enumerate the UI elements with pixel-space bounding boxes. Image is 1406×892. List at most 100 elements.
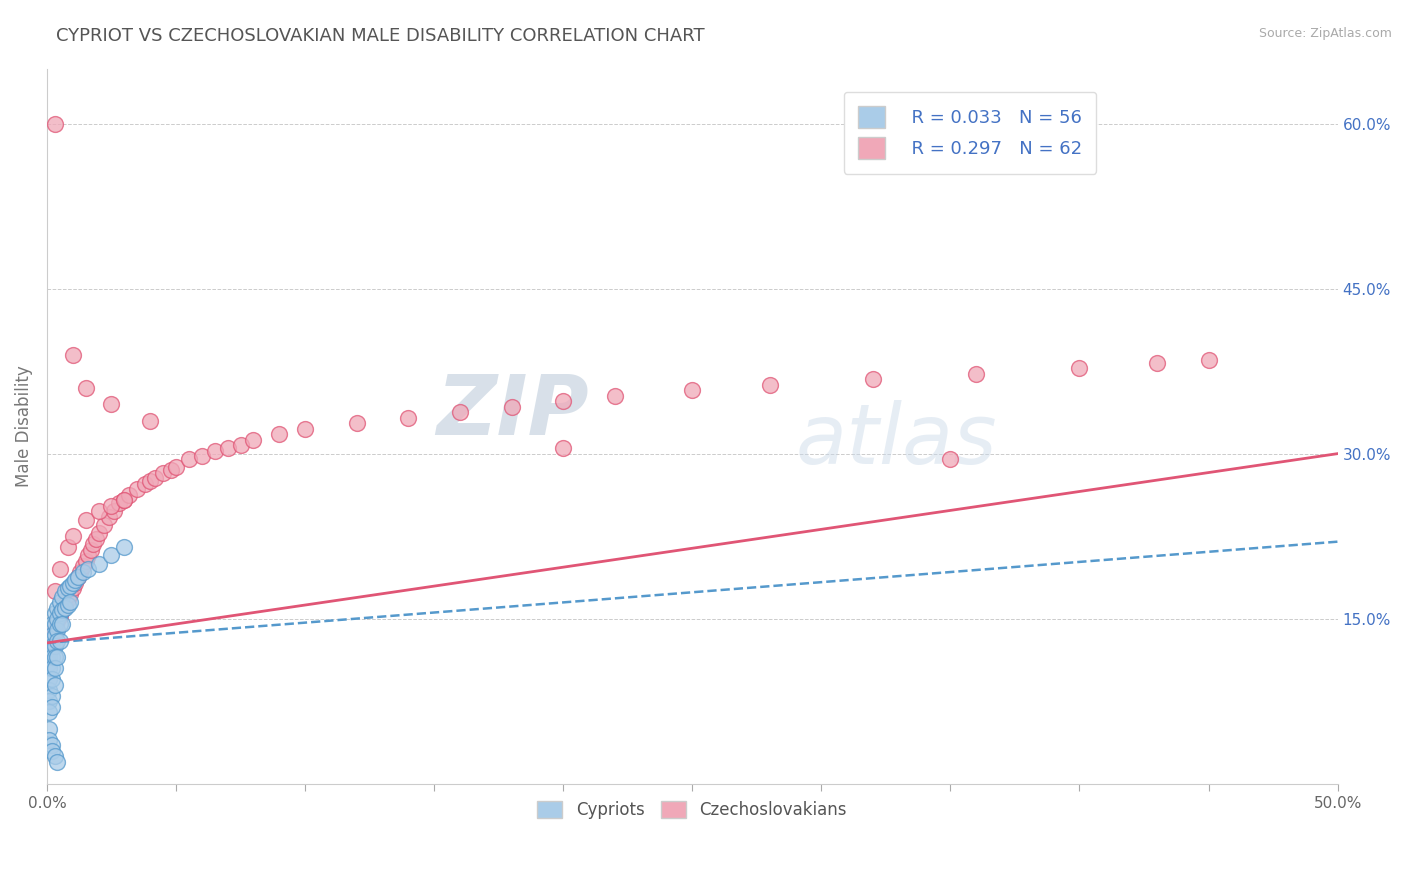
Point <box>229 438 252 452</box>
Point <box>46 614 69 628</box>
Point <box>49 617 72 632</box>
Point <box>87 504 110 518</box>
Point <box>553 441 575 455</box>
Point <box>758 378 780 392</box>
Point <box>44 606 66 620</box>
Point <box>204 444 226 458</box>
Point <box>65 576 87 591</box>
Point <box>38 672 60 686</box>
Point <box>49 595 72 609</box>
Point <box>93 518 115 533</box>
Point <box>152 467 174 481</box>
Point <box>41 628 63 642</box>
Point <box>46 633 69 648</box>
Point <box>143 471 166 485</box>
Point <box>139 474 162 488</box>
Point <box>108 496 131 510</box>
Point <box>1146 356 1168 370</box>
Point <box>41 672 63 686</box>
Point <box>681 383 703 397</box>
Point <box>44 678 66 692</box>
Point <box>38 694 60 708</box>
Point <box>38 656 60 670</box>
Point <box>75 513 97 527</box>
Point <box>396 411 419 425</box>
Point <box>66 570 89 584</box>
Point <box>38 722 60 736</box>
Point <box>603 389 626 403</box>
Point <box>51 590 73 604</box>
Point <box>56 591 79 606</box>
Point <box>65 573 87 587</box>
Point <box>294 422 316 436</box>
Point <box>38 650 60 665</box>
Point <box>41 699 63 714</box>
Point <box>72 566 94 580</box>
Point <box>100 500 122 514</box>
Point <box>41 617 63 632</box>
Point <box>51 603 73 617</box>
Point <box>41 650 63 665</box>
Point <box>134 477 156 491</box>
Point <box>41 639 63 653</box>
Point <box>66 570 89 584</box>
Point <box>51 603 73 617</box>
Point <box>965 368 987 382</box>
Point <box>56 599 79 613</box>
Text: ZIP: ZIP <box>436 371 589 452</box>
Point <box>939 452 962 467</box>
Point <box>44 116 66 130</box>
Point <box>112 540 135 554</box>
Point <box>44 584 66 599</box>
Text: Source: ZipAtlas.com: Source: ZipAtlas.com <box>1258 27 1392 40</box>
Point <box>80 543 103 558</box>
Point <box>44 749 66 764</box>
Point <box>82 537 104 551</box>
Point <box>103 504 125 518</box>
Point <box>862 372 884 386</box>
Point <box>41 689 63 703</box>
Point <box>41 661 63 675</box>
Point <box>269 426 291 441</box>
Point <box>553 393 575 408</box>
Point <box>100 548 122 562</box>
Point <box>49 609 72 624</box>
Point <box>139 414 162 428</box>
Point <box>501 401 523 415</box>
Point <box>217 441 239 455</box>
Point <box>449 405 471 419</box>
Point <box>46 623 69 637</box>
Point <box>77 562 100 576</box>
Point <box>49 606 72 620</box>
Point <box>49 562 72 576</box>
Point <box>44 628 66 642</box>
Point <box>62 529 84 543</box>
Point <box>46 612 69 626</box>
Point <box>159 463 181 477</box>
Point <box>177 452 200 467</box>
Point <box>38 633 60 648</box>
Point <box>38 705 60 719</box>
Point <box>242 434 264 448</box>
Point <box>41 738 63 752</box>
Point <box>59 587 82 601</box>
Point <box>44 639 66 653</box>
Point <box>41 744 63 758</box>
Point <box>53 599 76 613</box>
Point <box>69 566 91 580</box>
Point <box>44 617 66 632</box>
Point <box>56 540 79 554</box>
Point <box>62 348 84 362</box>
Legend: Cypriots, Czechoslovakians: Cypriots, Czechoslovakians <box>531 794 853 825</box>
Point <box>100 397 122 411</box>
Point <box>46 600 69 615</box>
Text: CYPRIOT VS CZECHOSLOVAKIAN MALE DISABILITY CORRELATION CHART: CYPRIOT VS CZECHOSLOVAKIAN MALE DISABILI… <box>56 27 704 45</box>
Point <box>62 576 84 591</box>
Point <box>53 600 76 615</box>
Point <box>87 525 110 540</box>
Point <box>53 584 76 599</box>
Point <box>84 533 107 547</box>
Point <box>118 488 141 502</box>
Point <box>56 581 79 595</box>
Point <box>38 645 60 659</box>
